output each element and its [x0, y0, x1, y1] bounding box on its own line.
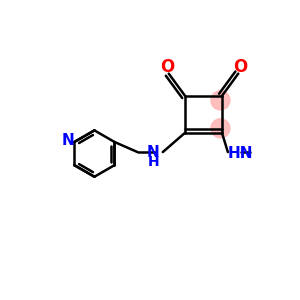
Text: N: N — [62, 133, 75, 148]
Circle shape — [211, 119, 230, 138]
Text: HN: HN — [228, 146, 254, 161]
Text: H: H — [148, 154, 159, 169]
Text: N: N — [146, 145, 159, 160]
Text: O: O — [232, 58, 247, 76]
Circle shape — [211, 91, 230, 110]
Text: O: O — [160, 58, 174, 76]
